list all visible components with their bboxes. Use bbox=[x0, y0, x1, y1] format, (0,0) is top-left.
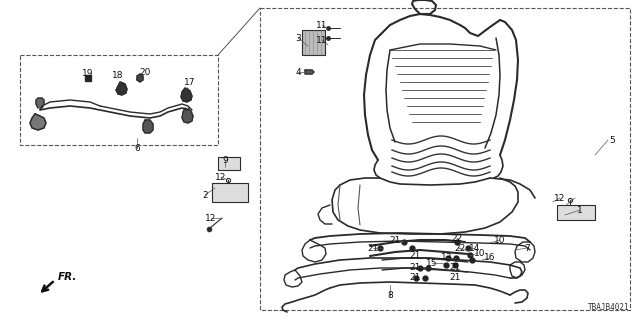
Text: 7: 7 bbox=[524, 244, 530, 252]
Text: 12: 12 bbox=[554, 194, 566, 203]
Text: 22: 22 bbox=[454, 244, 466, 252]
Text: 22: 22 bbox=[451, 234, 463, 243]
Text: 20: 20 bbox=[140, 68, 150, 76]
Text: 18: 18 bbox=[112, 70, 124, 79]
Text: 8: 8 bbox=[387, 292, 393, 300]
Text: 10: 10 bbox=[494, 236, 506, 244]
Text: 11: 11 bbox=[316, 36, 328, 44]
Text: 13: 13 bbox=[441, 253, 452, 262]
Text: 21: 21 bbox=[389, 236, 401, 244]
Text: 6: 6 bbox=[134, 143, 140, 153]
Text: 12: 12 bbox=[205, 213, 217, 222]
Text: 14: 14 bbox=[469, 244, 481, 252]
Bar bbox=[557, 205, 595, 220]
Text: 5: 5 bbox=[609, 135, 615, 145]
Polygon shape bbox=[30, 114, 46, 130]
Text: 3: 3 bbox=[295, 34, 301, 43]
Text: 2: 2 bbox=[202, 190, 208, 199]
Bar bbox=[218, 157, 240, 170]
Text: 12: 12 bbox=[215, 172, 227, 181]
Text: 21: 21 bbox=[449, 263, 461, 273]
Polygon shape bbox=[36, 98, 44, 108]
Text: TBAJB4021: TBAJB4021 bbox=[588, 303, 630, 312]
Text: 16: 16 bbox=[484, 253, 496, 262]
Text: 19: 19 bbox=[83, 68, 93, 77]
Bar bbox=[212, 183, 248, 202]
Text: 17: 17 bbox=[184, 77, 196, 86]
Text: 9: 9 bbox=[222, 156, 228, 164]
Text: 15: 15 bbox=[426, 259, 438, 268]
Text: 10: 10 bbox=[474, 249, 486, 258]
Text: 21: 21 bbox=[410, 274, 420, 283]
Polygon shape bbox=[305, 70, 314, 74]
Text: 21: 21 bbox=[367, 244, 379, 252]
Bar bbox=[302, 30, 325, 55]
Polygon shape bbox=[143, 120, 153, 133]
Polygon shape bbox=[137, 74, 143, 82]
Text: 1: 1 bbox=[577, 205, 583, 214]
Polygon shape bbox=[181, 88, 192, 102]
Text: 21: 21 bbox=[410, 263, 420, 273]
Text: 4: 4 bbox=[295, 68, 301, 76]
Text: 11: 11 bbox=[316, 20, 328, 29]
Text: FR.: FR. bbox=[58, 272, 77, 282]
Polygon shape bbox=[116, 82, 127, 95]
Polygon shape bbox=[182, 108, 193, 123]
Text: 21: 21 bbox=[410, 251, 420, 260]
Text: 21: 21 bbox=[449, 274, 461, 283]
